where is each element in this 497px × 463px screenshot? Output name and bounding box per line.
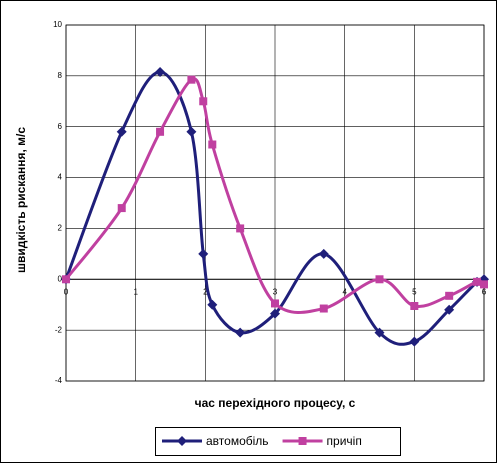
point xyxy=(62,275,70,284)
y-tick-label: 4 xyxy=(58,173,63,182)
y-tick-label: -2 xyxy=(55,325,63,334)
x-axis-title: час перехідного процесу, с xyxy=(195,396,356,410)
legend-marker xyxy=(177,436,187,446)
point xyxy=(318,248,329,259)
legend-label: причіп xyxy=(327,434,362,448)
y-axis-title: швидкість рискання, м/с xyxy=(14,127,28,273)
point xyxy=(480,280,488,289)
point xyxy=(199,97,208,106)
point xyxy=(198,248,209,259)
point xyxy=(271,299,279,308)
point xyxy=(208,140,217,149)
y-tick-label: -4 xyxy=(55,376,63,385)
point xyxy=(235,327,246,338)
y-tick-label: 10 xyxy=(53,20,62,29)
legend-label: автомобіль xyxy=(206,434,269,448)
point xyxy=(207,299,218,310)
y-tick-label: 6 xyxy=(58,122,63,131)
point xyxy=(156,127,165,136)
x-tick-label: 4 xyxy=(342,287,347,296)
y-tick-label: 0 xyxy=(58,274,63,283)
point xyxy=(236,224,245,233)
y-tick-label: 2 xyxy=(58,224,63,233)
x-tick-label: 1 xyxy=(133,287,138,296)
x-tick-label: 5 xyxy=(412,287,417,296)
x-tick-label: 3 xyxy=(273,287,278,296)
point xyxy=(410,301,419,310)
point xyxy=(116,126,127,137)
point xyxy=(155,67,166,78)
point xyxy=(117,204,126,213)
legend-marker xyxy=(298,437,307,445)
point xyxy=(270,308,280,319)
plot-border xyxy=(65,24,485,382)
x-tick-label: 2 xyxy=(203,287,208,296)
point xyxy=(187,75,196,84)
y-tick-label: 8 xyxy=(58,71,63,80)
point xyxy=(375,275,384,284)
point xyxy=(444,304,455,315)
point xyxy=(409,336,420,347)
point xyxy=(186,126,197,137)
point xyxy=(445,291,454,300)
point xyxy=(319,304,328,313)
point xyxy=(374,327,385,338)
point xyxy=(473,277,482,286)
